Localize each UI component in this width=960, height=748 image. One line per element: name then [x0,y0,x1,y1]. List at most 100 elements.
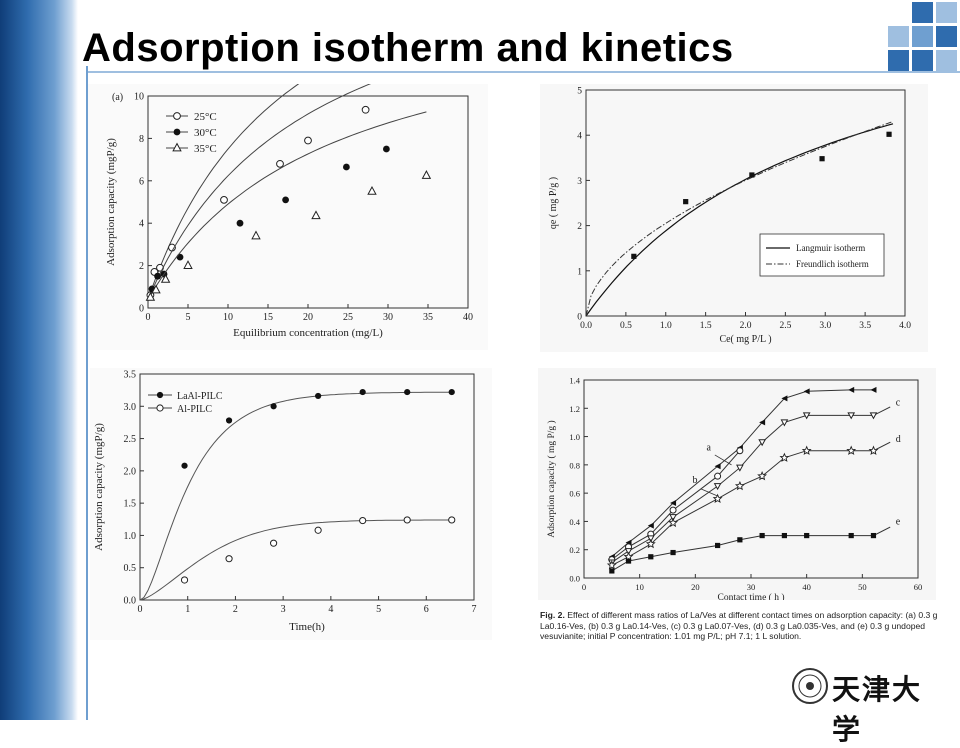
chart-kinetics-la-ves: 0 10 20 30 40 50 60 0.0 0.2 0.4 0.6 0.8 1.0 1.2 1.4 Con… [538,368,936,603]
data-point [645,538,656,549]
x-axis-label: Ce( mg P/L ) [719,334,771,345]
y-axis-label: qe ( mg P/g ) [548,177,559,229]
deco-square [912,26,933,47]
data-point [311,210,321,220]
data-point [736,464,744,472]
series-line-30°C [147,77,387,300]
data-point [804,532,810,539]
x-tick-label: 20 [691,582,700,592]
data-point [421,170,432,179]
y-tick-label: 0.2 [569,545,580,555]
data-point [367,185,377,195]
plot-frame [139,373,475,601]
chart-isotherm-models-svg: 0.0 0.5 1.0 1.5 2.0 2.5 3.0 3.5 4.0 0 1 2 3 4 5 Ce( mg … [548,87,911,346]
x-tick-label: 25 [343,312,353,323]
data-point [180,576,189,584]
chart-kinetics-pilc-svg: 0 1 2 3 4 5 6 7 0.0 0.5 1.0 1.5 2.0 2.5 3.0 3.5 Time(h) A… [93,370,477,634]
data-point [359,388,366,396]
x-tick-label: 40 [802,582,811,592]
data-point [801,445,812,455]
data-point [282,196,289,204]
x-tick-label: 1 [185,604,190,615]
y-tick-label: 3.5 [124,370,137,381]
data-point [669,506,677,514]
data-point [668,517,679,528]
x-tick-label: 2 [233,604,238,615]
data-point [848,386,855,393]
x-tick-label: 10 [635,582,644,592]
deco-square [936,2,957,23]
x-tick-label: 2.5 [779,321,791,331]
x-tick-label: 0 [138,604,143,615]
data-point [749,172,755,178]
data-point [315,392,322,400]
plot-frame [585,89,906,317]
caption-text: Effect of different mass ratios of La/Ve… [540,610,938,642]
x-tick-label: 30 [747,582,756,592]
y-tick-label: 0 [139,304,144,315]
data-point [156,391,164,399]
series-line-c [611,406,891,563]
series-label-a: a [706,443,711,454]
data-point [847,412,856,420]
chart-kinetics-pilc: 0 1 2 3 4 5 6 7 0.0 0.5 1.0 1.5 2.0 2.5 3.0 3.5 Time(h) A… [90,368,492,640]
data-point [759,532,765,539]
x-tick-label: 5 [186,312,191,323]
x-tick-label: 0.0 [580,321,592,331]
x-tick-label: 30 [383,312,393,323]
data-point [781,532,787,539]
university-name: 天津大学 [832,673,923,746]
x-tick-label: 3 [281,604,286,615]
data-point [846,445,857,455]
data-point [448,516,456,524]
x-tick-label: 40 [463,312,473,323]
y-axis-label: Adsorption capacity (mgP/g) [93,423,105,551]
data-point [736,447,744,455]
x-tick-label: 0.5 [620,321,632,331]
y-axis-label: Adsorption capacity (mgP/g) [105,138,117,266]
data-point [886,131,892,137]
data-point [757,471,768,481]
x-tick-label: 2.0 [740,321,752,331]
y-tick-label: 4 [139,219,144,230]
x-tick-label: 6 [424,604,429,615]
deco-square [936,50,957,71]
y-tick-label: 2 [577,222,582,232]
data-point [819,156,825,162]
x-tick-label: 10 [223,312,233,323]
caption-label: Fig. 2. [540,610,565,620]
y-tick-label: 4 [577,132,582,142]
y-tick-label: 0.0 [569,574,580,584]
legend-label: LaAl-PILC [177,391,223,402]
data-point [270,539,278,547]
x-tick-label: 4.0 [899,321,911,331]
data-point [251,230,261,240]
data-point [609,568,615,574]
y-tick-label: 0.4 [569,517,580,527]
y-tick-label: 8 [139,134,144,145]
y-tick-label: 1.2 [569,404,580,414]
data-point [713,483,722,491]
y-tick-label: 0.6 [569,489,580,499]
series-line-Al-PILC [139,519,452,601]
x-axis-label: Contact time ( h ) [717,592,784,600]
data-point [304,136,312,145]
series-label-pointer [700,488,718,497]
data-point [359,516,367,525]
panel-label: (a) [112,92,123,103]
data-point [403,516,411,524]
series-line-35°C [147,111,427,300]
data-point [670,549,676,556]
deco-square [888,50,909,71]
x-tick-label: 15 [263,312,273,323]
x-tick-label: 1.5 [700,321,712,331]
legend-label: Al-PILC [177,404,212,415]
y-tick-label: 3.0 [124,402,137,413]
series-label-pointer [714,454,732,466]
series-line-d [611,441,891,566]
data-point [176,253,184,261]
series-line-langmuir [585,123,894,317]
y-tick-label: 0.8 [569,460,580,470]
left-gradient-bar [0,0,78,720]
